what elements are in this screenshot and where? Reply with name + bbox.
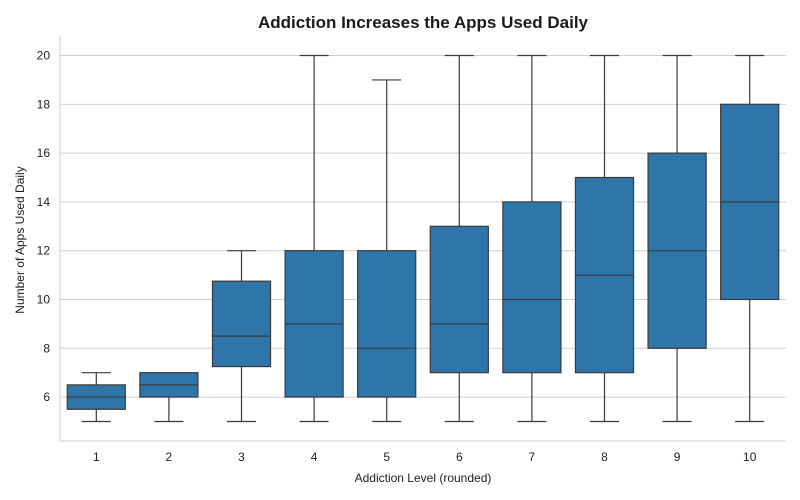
x-tick-label: 8 — [601, 450, 608, 464]
box-iqr — [502, 201, 562, 374]
box-group-5 — [357, 79, 417, 423]
axes-spines — [59, 36, 786, 442]
gridlines — [60, 55, 786, 398]
y-tick-label: 10 — [37, 292, 51, 306]
y-tick-label: 14 — [37, 195, 51, 209]
y-tick-label: 18 — [37, 97, 51, 111]
box-group-9 — [647, 54, 707, 423]
x-tick-label: 6 — [456, 450, 463, 464]
y-tick-label: 8 — [43, 341, 50, 355]
y-tick-labels: 6 8 10 12 14 16 18 20 — [37, 49, 51, 405]
y-tick-label: 20 — [37, 49, 51, 63]
y-axis-label: Number of Apps Used Daily — [13, 166, 27, 313]
box-group-10 — [720, 54, 780, 423]
box-group-4 — [284, 54, 344, 423]
boxes — [66, 54, 780, 423]
box-group-1 — [66, 372, 126, 423]
x-tick-label: 2 — [166, 450, 173, 464]
box-iqr — [429, 225, 489, 374]
y-tick-label: 12 — [37, 244, 51, 258]
x-tick-label: 10 — [743, 450, 757, 464]
x-tick-label: 9 — [674, 450, 681, 464]
x-tick-label: 1 — [93, 450, 100, 464]
x-axis-label: Addiction Level (rounded) — [355, 471, 492, 485]
box-group-3 — [211, 250, 272, 423]
x-tick-label: 3 — [238, 450, 245, 464]
x-tick-label: 7 — [529, 450, 536, 464]
box-iqr — [357, 250, 417, 398]
x-tick-labels: 1 2 3 4 5 6 7 8 9 10 — [93, 450, 757, 464]
x-tick-label: 5 — [383, 450, 390, 464]
box-group-2 — [139, 372, 199, 423]
box-group-6 — [429, 54, 489, 423]
box-group-8 — [574, 54, 635, 423]
x-tick-label: 4 — [311, 450, 318, 464]
chart-title: Addiction Increases the Apps Used Daily — [258, 13, 589, 32]
y-tick-label: 16 — [37, 146, 51, 160]
box-group-7 — [502, 54, 562, 423]
y-tick-label: 6 — [43, 390, 50, 404]
box-iqr — [211, 280, 272, 368]
